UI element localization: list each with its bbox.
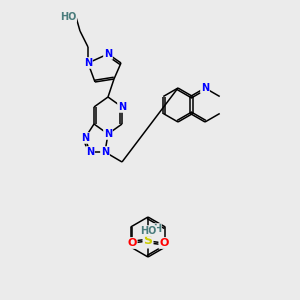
Text: O: O bbox=[127, 238, 137, 248]
Text: N: N bbox=[81, 133, 89, 143]
Text: N: N bbox=[201, 83, 209, 93]
Text: N: N bbox=[118, 102, 126, 112]
Text: HO: HO bbox=[60, 12, 76, 22]
Text: S: S bbox=[143, 235, 152, 248]
Text: N: N bbox=[101, 147, 109, 157]
Text: N: N bbox=[86, 147, 94, 157]
Text: HO: HO bbox=[140, 226, 156, 236]
Text: N: N bbox=[104, 49, 112, 59]
Text: N: N bbox=[104, 129, 112, 139]
Text: N: N bbox=[84, 58, 92, 68]
Text: O: O bbox=[159, 238, 169, 248]
Text: H: H bbox=[153, 224, 161, 234]
